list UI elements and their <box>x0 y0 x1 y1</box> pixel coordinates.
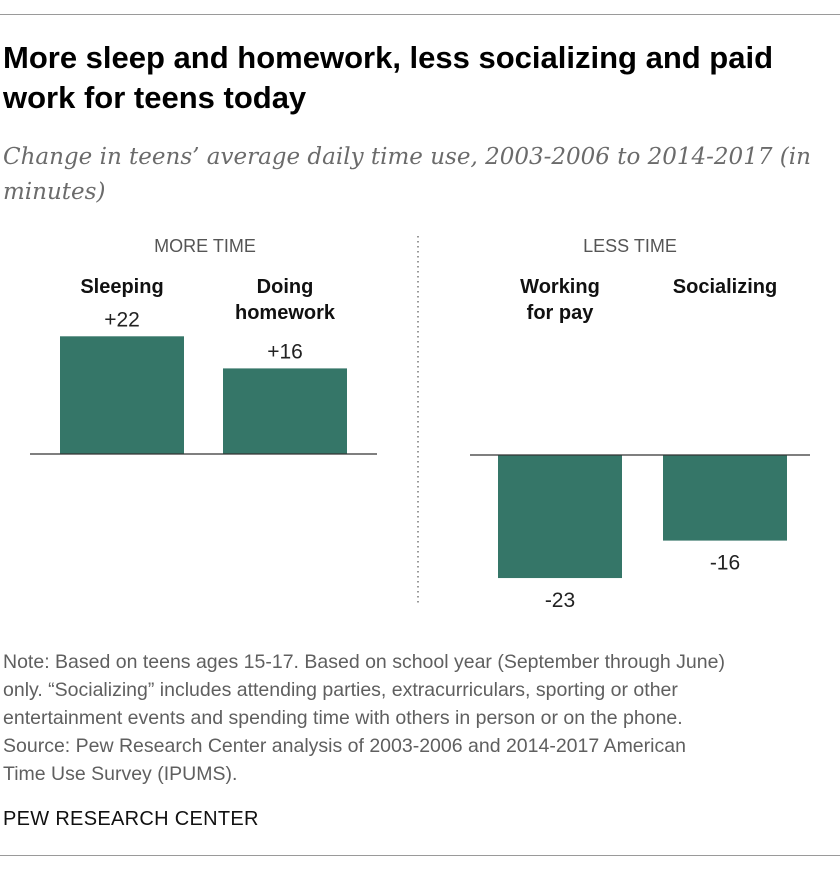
note-line: entertainment events and spending time w… <box>3 707 683 729</box>
value-label: -16 <box>710 552 740 575</box>
more-time-heading: MORE TIME <box>154 236 256 256</box>
note-line: only. “Socializing” includes attending p… <box>3 679 678 701</box>
bar <box>663 455 787 541</box>
chart-subtitle: Change in teens’ average daily time use,… <box>3 144 811 205</box>
category-label: Sleeping <box>80 276 163 298</box>
bar <box>498 455 622 579</box>
note-line: Note: Based on teens ages 15-17. Based o… <box>3 651 725 673</box>
category-label: homework <box>235 302 336 324</box>
less-time-heading: LESS TIME <box>583 236 677 256</box>
footer-note: Note: Based on teens ages 15-17. Based o… <box>3 648 833 788</box>
category-label: Doing <box>257 276 314 298</box>
category-label: Socializing <box>673 276 777 298</box>
top-rule <box>0 14 840 15</box>
brand-label: PEW RESEARCH CENTER <box>3 808 259 830</box>
bar-chart: +22 Sleeping +16 Doing homework -23 Working for… <box>30 236 810 612</box>
bar <box>60 336 184 454</box>
note-line: Time Use Survey (IPUMS). <box>3 763 238 785</box>
value-label: -23 <box>545 589 575 612</box>
note-line: Source: Pew Research Center analysis of … <box>3 735 686 757</box>
category-label: for pay <box>527 302 595 324</box>
chart-title: More sleep and homework, less socializin… <box>3 40 774 115</box>
bar <box>223 368 347 454</box>
bottom-rule <box>0 855 840 856</box>
value-label: +22 <box>104 308 140 331</box>
value-label: +16 <box>267 340 303 363</box>
category-label: Working <box>520 276 600 298</box>
